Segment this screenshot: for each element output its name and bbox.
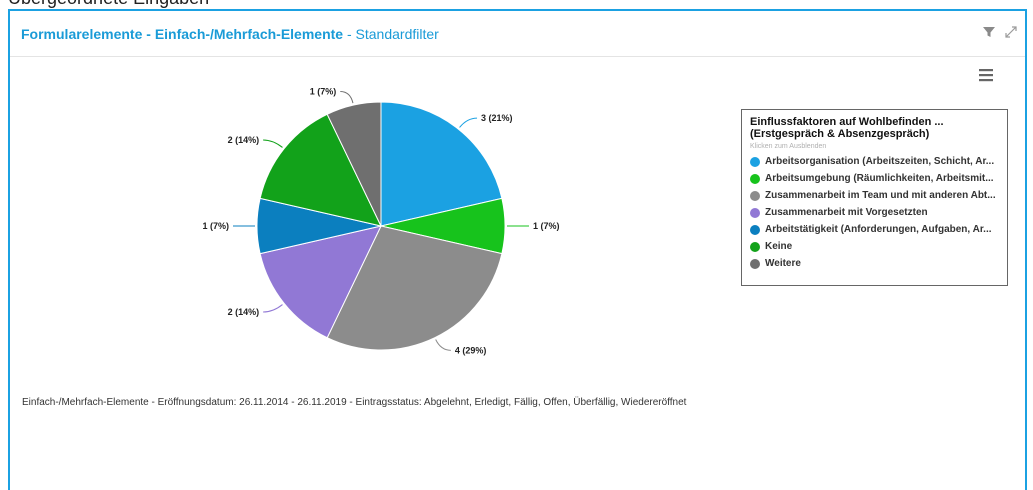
panel-header: Formularelemente - Einfach-/Mehrfach-Ele… bbox=[10, 11, 1025, 57]
data-label-6: 2 (14%) bbox=[228, 135, 260, 145]
pie-slice-1[interactable] bbox=[380, 101, 503, 227]
legend-item-4[interactable]: Zusammenarbeit mit Vorgesetzten bbox=[750, 204, 1001, 221]
legend-item-label: Zusammenarbeit im Team und mit anderen A… bbox=[765, 190, 996, 201]
pie-data-labels: 3 (21%) 1 (7%) 4 (29%) 2 (14%) 1 (7%) 2 (14%)… bbox=[202, 86, 559, 355]
legend-item-label: Weitere bbox=[765, 258, 801, 269]
legend-item-2[interactable]: Arbeitsumgebung (Räumlichkeiten, Arbeits… bbox=[750, 170, 1001, 187]
legend-title-line2: (Erstgespräch & Absenzgespräch) bbox=[750, 128, 930, 140]
legend-item-6[interactable]: Keine bbox=[750, 238, 1001, 255]
data-label-1: 3 (21%) bbox=[481, 113, 513, 123]
pie-slice-6[interactable] bbox=[259, 113, 382, 227]
legend-item-label: Arbeitsorganisation (Arbeitszeiten, Schi… bbox=[765, 156, 995, 167]
legend-item-5[interactable]: Arbeitstätigkeit (Anforderungen, Aufgabe… bbox=[750, 221, 1001, 238]
clipped-heading-text: Übergeordnete Eingaben bbox=[8, 0, 209, 9]
data-label-7: 1 (7%) bbox=[310, 86, 337, 96]
data-label-connector-1 bbox=[459, 117, 478, 128]
legend-marker bbox=[750, 258, 760, 269]
legend-title: Einflussfaktoren auf Wohlbefinden ... (E… bbox=[750, 116, 1001, 140]
legend-marker bbox=[750, 224, 760, 235]
data-label-4: 2 (14%) bbox=[228, 307, 260, 317]
pie-slice-4[interactable] bbox=[259, 225, 382, 339]
legend-hint: Klicken zum Ausblenden bbox=[750, 143, 827, 150]
legend-item-7[interactable]: Weitere bbox=[750, 255, 1001, 272]
legend-item-label: Arbeitsumgebung (Räumlichkeiten, Arbeits… bbox=[765, 173, 994, 184]
legend-item-3[interactable]: Zusammenarbeit im Team und mit anderen A… bbox=[750, 187, 1001, 204]
legend-marker bbox=[750, 156, 760, 167]
legend-item-label: Keine bbox=[765, 241, 793, 252]
panel-title-filter[interactable]: Standardfilter bbox=[355, 26, 439, 42]
filter-icon[interactable] bbox=[981, 24, 997, 40]
data-label-3: 4 (29%) bbox=[455, 345, 487, 355]
panel-title-main: Formularelemente - Einfach-/Mehrfach-Ele… bbox=[21, 26, 344, 42]
legend-item-label: Zusammenarbeit mit Vorgesetzten bbox=[765, 207, 928, 218]
legend-title-line1: Einflussfaktoren auf Wohlbefinden ... bbox=[750, 116, 944, 128]
data-label-connector-6 bbox=[263, 139, 283, 148]
panel-title: Formularelemente - Einfach-/Mehrfach-Ele… bbox=[21, 26, 439, 42]
data-label-connector-7 bbox=[340, 90, 354, 104]
legend-item-1[interactable]: Arbeitsorganisation (Arbeitszeiten, Schi… bbox=[750, 153, 1001, 170]
chart-legend: Einflussfaktoren auf Wohlbefinden ... (E… bbox=[741, 109, 1008, 286]
pie-slices bbox=[256, 101, 506, 351]
data-label-connector-4 bbox=[263, 304, 283, 313]
clipped-heading-fragment: Übergeordnete Eingaben bbox=[0, 0, 1033, 9]
legend-item-label: Arbeitstätigkeit (Anforderungen, Aufgabe… bbox=[765, 224, 992, 235]
legend-marker bbox=[750, 173, 760, 184]
legend-marker bbox=[750, 190, 760, 201]
legend-marker bbox=[750, 241, 760, 252]
hamburger-menu-icon[interactable] bbox=[979, 68, 993, 82]
panel-title-separator: - bbox=[343, 26, 356, 42]
pie-slice-3[interactable] bbox=[326, 225, 503, 351]
expand-icon[interactable] bbox=[1003, 24, 1019, 40]
data-label-connector-3 bbox=[435, 339, 451, 351]
legend-items: Arbeitsorganisation (Arbeitszeiten, Schi… bbox=[750, 153, 1001, 272]
filter-summary-text: Einfach-/Mehrfach-Elemente - Eröffnungsd… bbox=[22, 397, 687, 408]
data-label-2: 1 (7%) bbox=[533, 221, 560, 231]
pie-slice-7[interactable] bbox=[326, 101, 382, 227]
data-label-5: 1 (7%) bbox=[202, 221, 229, 231]
legend-marker bbox=[750, 207, 760, 218]
